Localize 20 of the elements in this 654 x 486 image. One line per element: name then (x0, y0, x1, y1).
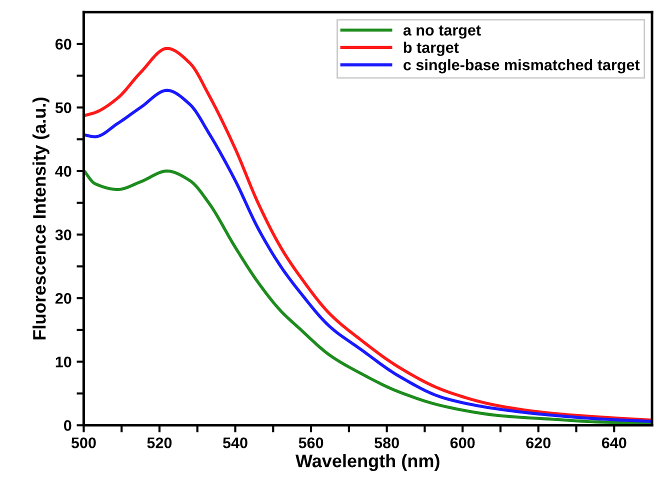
x-tick-label: 560 (298, 437, 324, 448)
legend-label: b target (404, 42, 459, 56)
x-tick-label: 620 (526, 437, 550, 448)
y-tick-label: 0 (64, 420, 72, 431)
x-axis-title: Wavelength (nm) (296, 454, 440, 471)
y-tick-label: 10 (56, 356, 72, 368)
legend-label: c single-base mismatched target (404, 59, 640, 74)
y-tick-label: 30 (55, 229, 72, 240)
x-tick-label: 580 (374, 437, 399, 448)
y-axis-title: Fluorescence Intensity (a.u.) (32, 98, 50, 340)
y-tick-label: 50 (55, 102, 72, 114)
y-tick-label: 60 (55, 38, 72, 50)
y-tick-label: 20 (55, 293, 72, 304)
x-tick-label: 540 (222, 437, 248, 448)
x-tick-label: 520 (147, 437, 172, 448)
y-tick-label: 40 (55, 166, 72, 177)
x-tick-label: 640 (602, 437, 626, 448)
x-tick-label: 600 (450, 437, 475, 448)
legend-label: a no target (403, 25, 481, 39)
x-tick-label: 500 (71, 437, 96, 448)
